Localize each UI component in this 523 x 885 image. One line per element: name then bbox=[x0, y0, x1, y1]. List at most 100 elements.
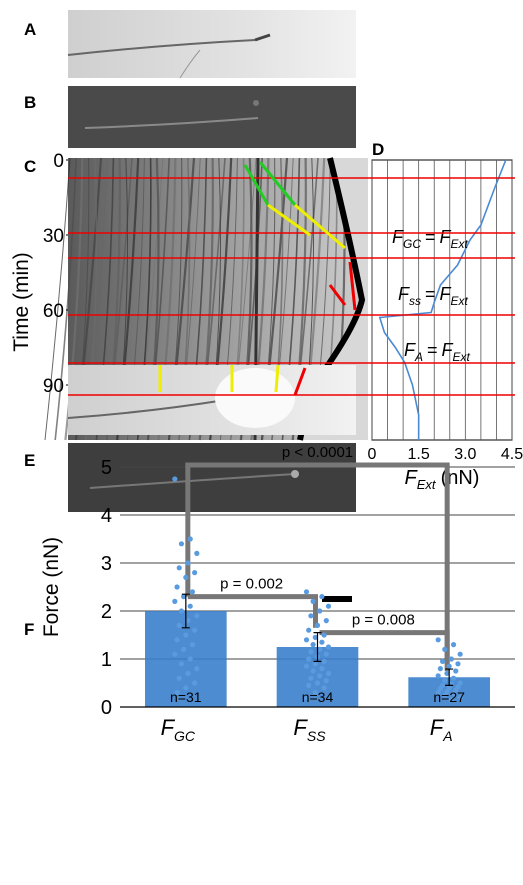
eq-rhs-sub: Ext bbox=[451, 294, 469, 308]
data-point bbox=[442, 692, 448, 698]
n-label: n=27 bbox=[433, 689, 465, 705]
data-point bbox=[308, 649, 314, 655]
x-tick-label: 1.5 bbox=[408, 446, 430, 463]
data-point bbox=[312, 690, 318, 696]
p-value: p = 0.002 bbox=[220, 576, 283, 593]
eq-rhs: F bbox=[440, 284, 452, 304]
data-point bbox=[453, 668, 459, 674]
p-value: p < 0.0001 bbox=[282, 444, 353, 461]
data-point bbox=[174, 690, 180, 696]
eq-rhs-sub: Ext bbox=[451, 237, 469, 251]
y-axis-label: Time (min) bbox=[10, 252, 33, 352]
data-point bbox=[194, 666, 200, 672]
data-point bbox=[192, 680, 198, 686]
cat-main: F bbox=[293, 715, 308, 740]
data-point bbox=[442, 646, 448, 653]
data-point bbox=[317, 608, 323, 614]
equation: Fss = FExt bbox=[398, 284, 469, 308]
data-point bbox=[303, 637, 310, 643]
data-point bbox=[448, 656, 454, 662]
data-point bbox=[178, 608, 185, 614]
data-point bbox=[319, 666, 325, 672]
eq-rhs: F bbox=[440, 227, 452, 247]
image-e bbox=[67, 365, 356, 602]
data-point bbox=[172, 476, 178, 482]
label-sub: Ext bbox=[417, 477, 437, 492]
x-tick-label: 3.0 bbox=[454, 446, 476, 463]
data-point bbox=[178, 661, 185, 667]
data-point bbox=[314, 622, 321, 629]
y-tick-label: 4 bbox=[101, 505, 112, 527]
data-point bbox=[444, 670, 450, 677]
significance-bracket bbox=[319, 630, 450, 664]
data-point bbox=[314, 680, 321, 686]
streak bbox=[44, 157, 71, 441]
y-tick-label: 0 bbox=[101, 697, 112, 719]
data-point bbox=[183, 685, 189, 691]
data-point bbox=[176, 675, 182, 681]
data-point bbox=[437, 686, 443, 692]
data-point bbox=[323, 651, 329, 657]
data-point bbox=[310, 642, 316, 648]
eq-op: = bbox=[427, 340, 438, 360]
data-point bbox=[183, 632, 189, 638]
data-point bbox=[183, 574, 189, 581]
data-point bbox=[442, 678, 448, 684]
data-point bbox=[437, 666, 443, 672]
y-tick-label: 3 bbox=[101, 553, 112, 575]
data-point bbox=[194, 613, 200, 619]
time-axis: 0 30 60 90 Time (min) bbox=[10, 151, 68, 397]
data-point bbox=[325, 644, 332, 650]
data-point bbox=[448, 697, 454, 703]
data-point bbox=[321, 632, 327, 638]
panel-label: E bbox=[24, 451, 35, 470]
data-point bbox=[435, 690, 441, 696]
data-point bbox=[310, 598, 316, 605]
cat-sub: A bbox=[442, 728, 452, 744]
panel-label: F bbox=[24, 620, 34, 639]
data-point bbox=[187, 656, 193, 662]
n-label: n=34 bbox=[302, 689, 334, 705]
data-point bbox=[303, 694, 310, 701]
label-main: F bbox=[405, 467, 419, 489]
data-point bbox=[319, 639, 325, 645]
data-point bbox=[187, 536, 193, 542]
panel-label: A bbox=[24, 20, 36, 39]
error-bar bbox=[445, 668, 454, 686]
data-point bbox=[306, 627, 312, 633]
data-point bbox=[439, 658, 446, 665]
x-tick-label: FA bbox=[430, 715, 453, 744]
cat-main: F bbox=[161, 715, 176, 740]
data-point bbox=[457, 694, 463, 701]
panel-f: 0 1 2 3 4 5 Force (nN) p < 0.0001 p = 0.002 p = 0… bbox=[40, 444, 515, 744]
data-point bbox=[455, 661, 461, 667]
x-tick-label: FGC bbox=[161, 715, 196, 744]
data-point bbox=[308, 613, 314, 619]
y-tick-label: 2 bbox=[101, 601, 112, 623]
data-point bbox=[317, 646, 323, 653]
data-point bbox=[178, 541, 185, 547]
panel-label: C bbox=[24, 157, 36, 176]
x-tick-label: FSS bbox=[293, 715, 326, 744]
data-point bbox=[185, 670, 191, 677]
data-point bbox=[435, 637, 441, 643]
data-point bbox=[172, 651, 178, 657]
data-point bbox=[310, 668, 316, 674]
data-point bbox=[312, 661, 318, 667]
eq-lhs-sub: A bbox=[414, 350, 423, 364]
data-point bbox=[303, 589, 310, 595]
data-point bbox=[325, 603, 332, 609]
y-tick-label: 30 bbox=[43, 226, 64, 247]
eq-lhs: F bbox=[404, 340, 416, 360]
data-point bbox=[189, 642, 196, 648]
data-point bbox=[187, 603, 193, 609]
data-point bbox=[189, 589, 196, 595]
data-point bbox=[450, 690, 457, 697]
y-tick-label: 5 bbox=[101, 457, 112, 479]
data-point bbox=[192, 570, 198, 576]
data-point bbox=[450, 642, 457, 648]
label-unit: (nN) bbox=[441, 467, 480, 489]
y-tick-label: 0 bbox=[53, 151, 64, 172]
data-point bbox=[457, 680, 463, 686]
